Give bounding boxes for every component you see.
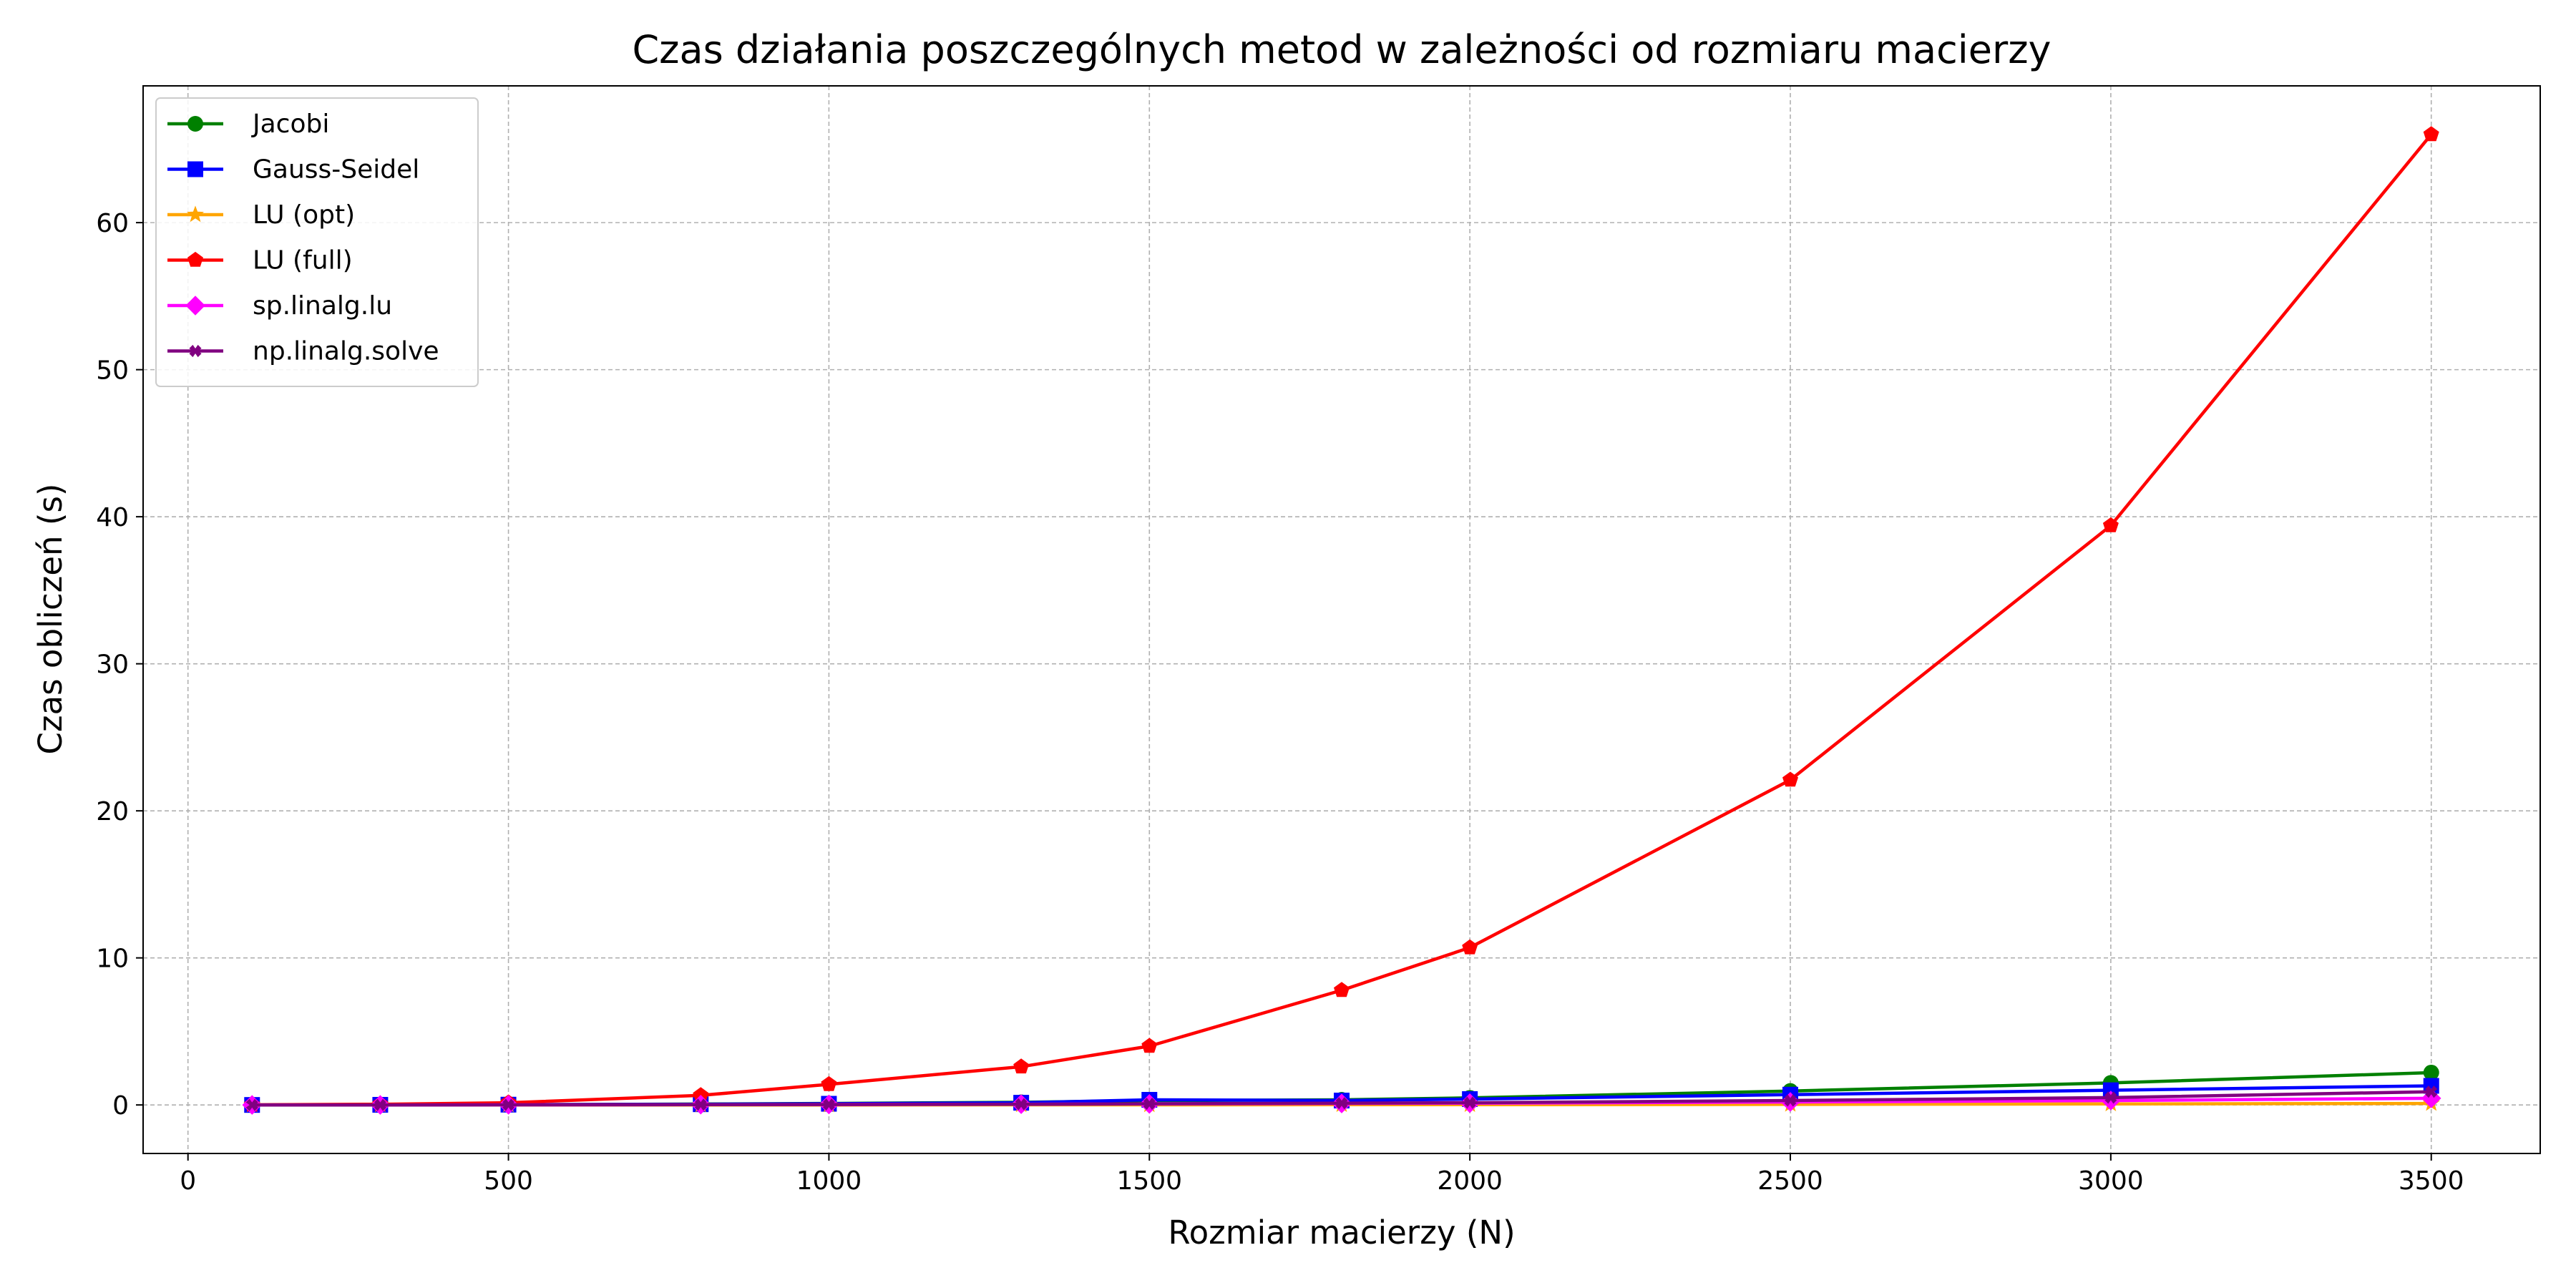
- data-point-lu-full: [2102, 517, 2119, 532]
- legend-label-lu-opt: LU (opt): [253, 200, 355, 230]
- legend-marker-gauss-seidel: [187, 161, 203, 177]
- x-tick-label: 1000: [796, 1166, 862, 1196]
- x-tick-label: 3000: [2078, 1166, 2144, 1196]
- y-tick-label: 10: [96, 945, 129, 974]
- data-point-jacobi: [2423, 1064, 2439, 1080]
- legend-item-jacobi: Jacobi: [167, 109, 329, 139]
- y-tick-label: 50: [96, 356, 129, 386]
- legend-label-sp-linalg-lu: sp.linalg.lu: [253, 291, 392, 321]
- y-tick-label: 40: [96, 503, 129, 532]
- x-tick-label: 2500: [1757, 1166, 1823, 1196]
- data-point-lu-full: [821, 1075, 837, 1091]
- legend-box: [155, 97, 479, 387]
- x-tick-label: 3500: [2399, 1166, 2464, 1196]
- legend-label-np-linalg-solve: np.linalg.solve: [253, 337, 439, 366]
- data-point-np-linalg-solve: [1335, 1097, 1348, 1110]
- data-point-np-linalg-solve: [1784, 1094, 1797, 1107]
- legend-label-gauss-seidel: Gauss-Seidel: [253, 155, 419, 185]
- legend-item-sp-linalg-lu: sp.linalg.lu: [167, 291, 392, 321]
- legend-item-lu-full: LU (full): [167, 246, 353, 275]
- data-point-np-linalg-solve: [1015, 1098, 1028, 1111]
- x-tick-label: 1500: [1116, 1166, 1182, 1196]
- data-point-lu-full: [1013, 1058, 1030, 1074]
- data-point-np-linalg-solve: [822, 1098, 835, 1111]
- legend-marker-lu-opt: [187, 205, 204, 223]
- legend-marker-lu-full: [187, 251, 203, 267]
- data-point-np-linalg-solve: [694, 1098, 707, 1111]
- series-line-np-linalg-solve: [252, 1090, 2431, 1107]
- legend-label-jacobi: Jacobi: [251, 109, 329, 139]
- data-point-lu-full: [1141, 1038, 1158, 1053]
- y-tick-label: 30: [96, 650, 129, 680]
- x-tick-label: 500: [484, 1166, 533, 1196]
- data-point-lu-full: [1334, 982, 1350, 997]
- axes: 0 500 1000 1500 2000 2500 3000 3500 0 10 20 30 40 50 6…: [96, 209, 2464, 1196]
- legend: Jacobi Gauss-Seidel LU (opt) LU (full) sp.li…: [155, 97, 479, 387]
- data-point-np-linalg-solve: [502, 1098, 515, 1111]
- data-point-np-linalg-solve: [1143, 1098, 1156, 1111]
- legend-marker-sp-linalg-lu: [185, 296, 205, 316]
- data-point-lu-full: [2423, 126, 2439, 142]
- legend-item-lu-opt: LU (opt): [167, 200, 355, 230]
- legend-item-np-linalg-solve: np.linalg.solve: [167, 337, 439, 366]
- legend-marker-jacobi: [187, 116, 203, 132]
- data-point-np-linalg-solve: [2104, 1091, 2117, 1104]
- x-tick-label: 2000: [1437, 1166, 1503, 1196]
- data-point-np-linalg-solve: [374, 1098, 386, 1111]
- plot-frame: [142, 85, 2541, 1154]
- data-point-lu-full: [1782, 771, 1798, 787]
- y-tick-label: 20: [96, 797, 129, 826]
- chart-title: Czas działania poszczególnych metod w za…: [632, 27, 2051, 72]
- x-tick-label: 0: [180, 1166, 196, 1196]
- data-point-lu-full: [693, 1087, 709, 1103]
- legend-marker-np-linalg-solve: [189, 344, 202, 358]
- y-tick-label: 0: [112, 1091, 129, 1121]
- y-tick-label: 60: [96, 209, 129, 238]
- x-axis-label: Rozmiar macierzy (N): [1168, 1214, 1515, 1252]
- data-point-np-linalg-solve: [245, 1098, 258, 1111]
- y-axis-label: Czas obliczeń (s): [31, 484, 69, 755]
- data-point-np-linalg-solve: [1463, 1096, 1476, 1109]
- legend-item-gauss-seidel: Gauss-Seidel: [167, 155, 419, 185]
- series-layer: [242, 126, 2441, 1115]
- series-np-linalg-solve: [245, 1085, 2438, 1111]
- data-point-lu-full: [1462, 939, 1478, 955]
- series-line-lu-full: [252, 133, 2433, 1107]
- data-point-np-linalg-solve: [2425, 1085, 2438, 1098]
- legend-label-lu-full: LU (full): [253, 246, 353, 275]
